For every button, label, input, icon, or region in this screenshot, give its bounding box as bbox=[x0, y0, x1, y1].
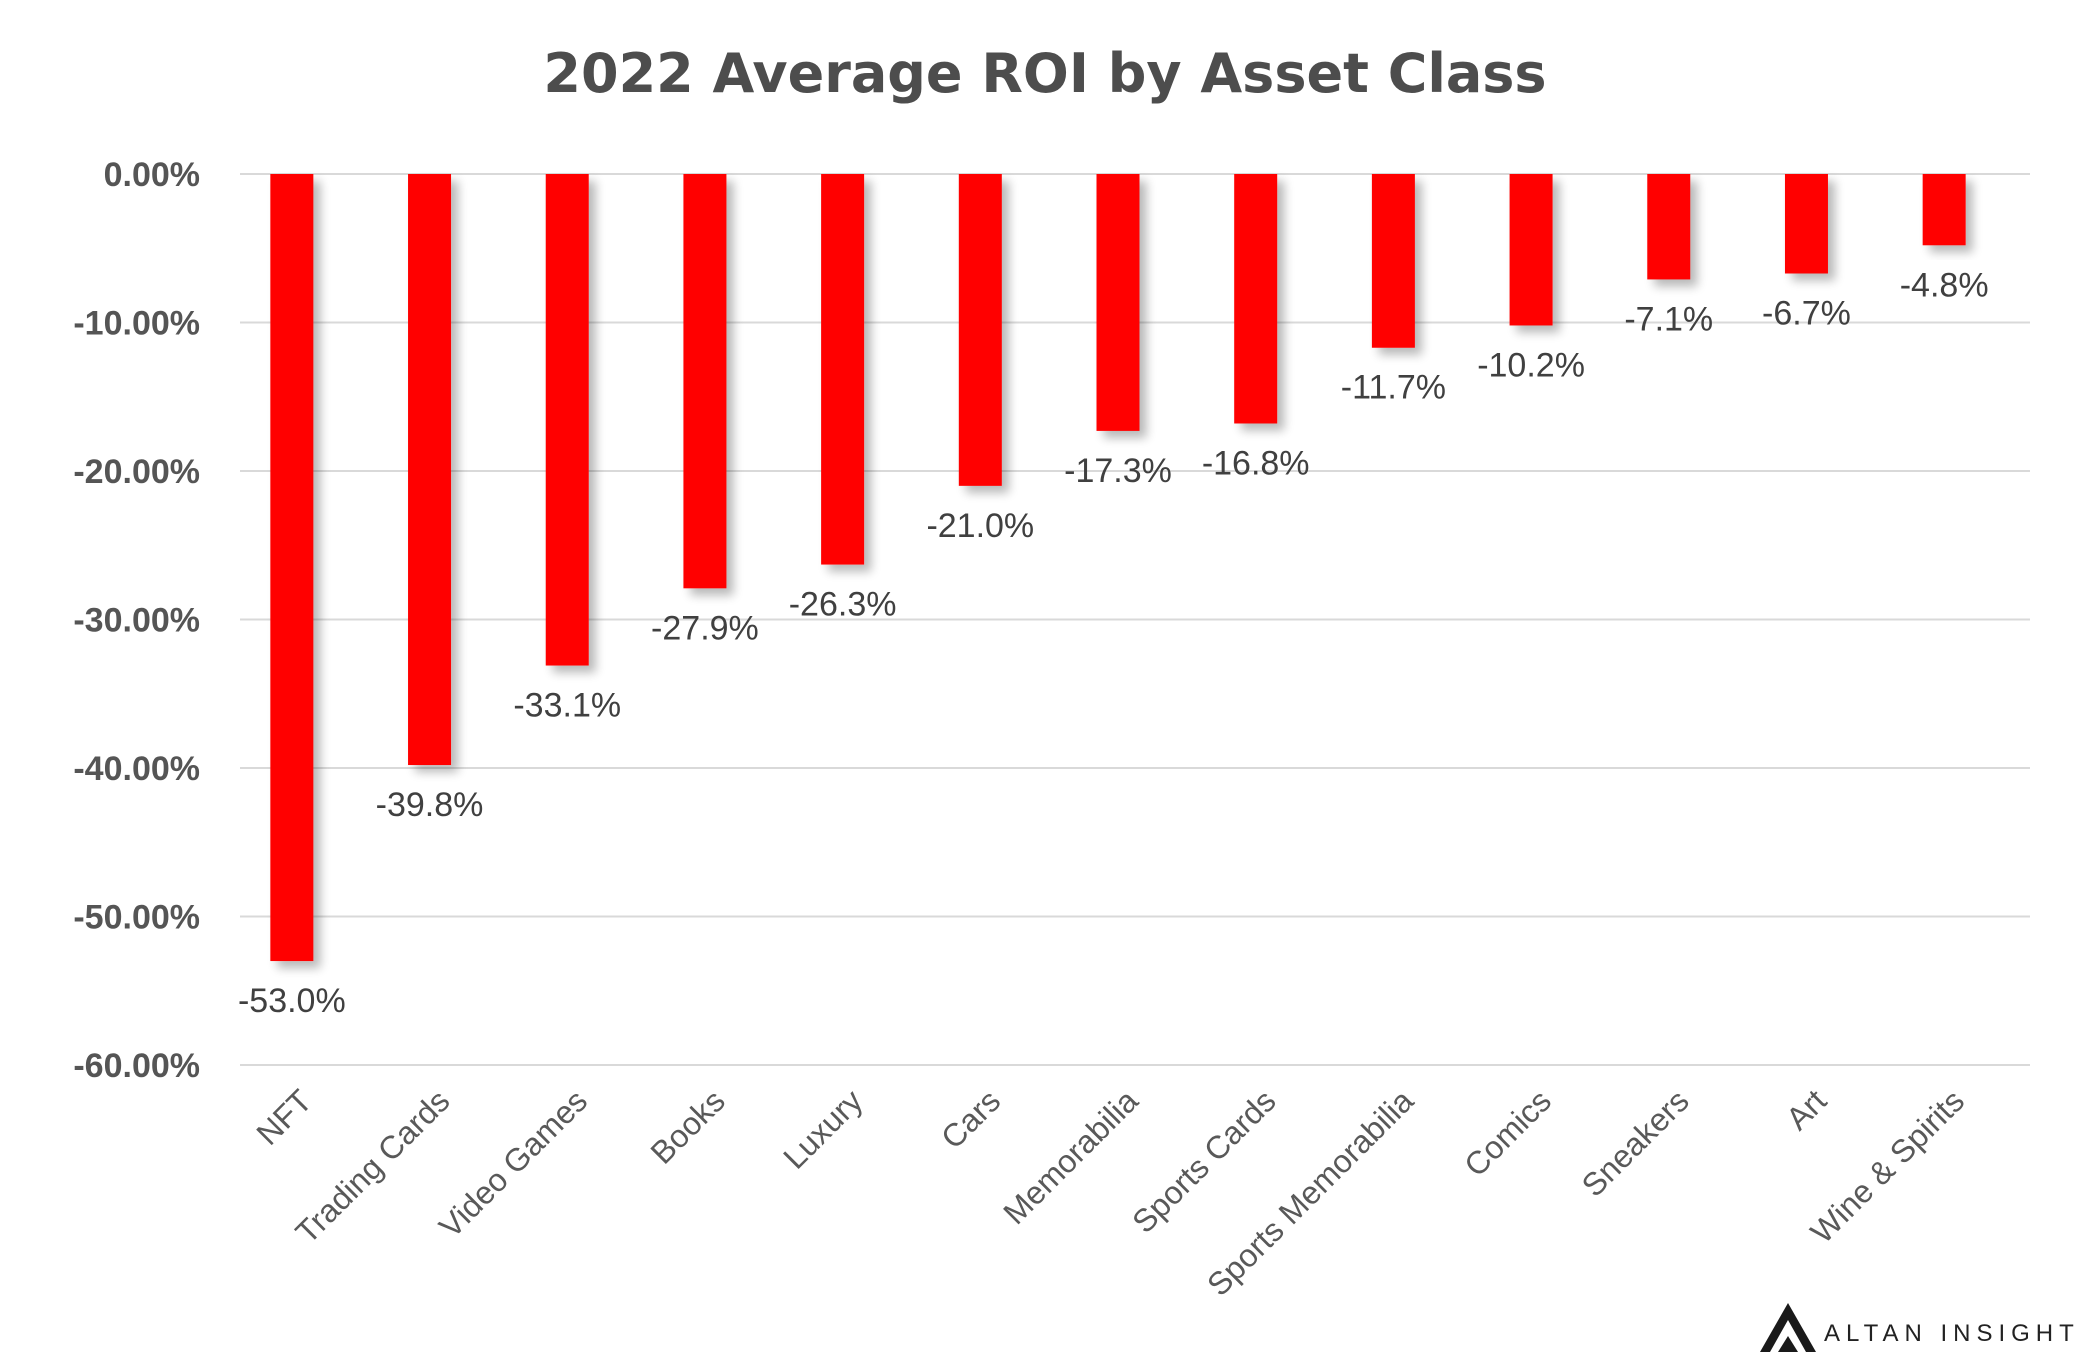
category-label: NFT bbox=[249, 1082, 318, 1151]
data-label: -53.0% bbox=[238, 982, 346, 1020]
chart-title: 2022 Average ROI by Asset Class bbox=[543, 42, 1546, 105]
bar bbox=[270, 174, 314, 962]
bar bbox=[1647, 174, 1691, 280]
bars bbox=[270, 174, 1966, 962]
category-label: Cars bbox=[934, 1082, 1007, 1155]
category-label: Sneakers bbox=[1575, 1082, 1696, 1203]
data-label: -17.3% bbox=[1064, 452, 1172, 490]
y-tick-label: -50.00% bbox=[73, 899, 200, 937]
y-tick-label: -30.00% bbox=[73, 602, 200, 640]
y-tick-label: -60.00% bbox=[73, 1047, 200, 1085]
bar bbox=[408, 174, 452, 766]
y-tick-label: -40.00% bbox=[73, 750, 200, 788]
bar bbox=[545, 174, 589, 666]
category-label: Luxury bbox=[776, 1082, 869, 1175]
data-label: -33.1% bbox=[513, 687, 621, 725]
data-label: -4.8% bbox=[1900, 266, 1989, 304]
data-label: -16.8% bbox=[1202, 444, 1310, 482]
data-label: -6.7% bbox=[1762, 294, 1851, 332]
bar bbox=[1922, 174, 1966, 246]
category-label: Memorabilia bbox=[996, 1082, 1145, 1231]
category-label: Books bbox=[644, 1082, 732, 1170]
bar bbox=[821, 174, 865, 565]
y-tick-label: -10.00% bbox=[73, 305, 200, 343]
data-labels: -53.0% -39.8% -33.1% -27.9% -26.3% -21.0% -17.… bbox=[238, 266, 1989, 1020]
y-tick-label: -20.00% bbox=[73, 453, 200, 491]
bar bbox=[683, 174, 727, 589]
bar bbox=[1784, 174, 1828, 274]
data-label: -27.9% bbox=[651, 609, 759, 647]
category-label: Art bbox=[1779, 1082, 1833, 1136]
y-tick-label: 0.00% bbox=[104, 156, 200, 194]
brand-name: ALTAN INSIGHTS bbox=[1824, 1320, 2079, 1347]
data-label: -39.8% bbox=[376, 786, 484, 824]
data-label: -10.2% bbox=[1477, 346, 1585, 384]
bar bbox=[958, 174, 1002, 486]
mountain-peak-icon bbox=[1760, 1303, 1816, 1352]
bar bbox=[1096, 174, 1140, 431]
data-label: -26.3% bbox=[789, 586, 897, 624]
data-label: -7.1% bbox=[1624, 300, 1713, 338]
bar bbox=[1509, 174, 1553, 326]
category-label: Video Games bbox=[432, 1082, 594, 1244]
bar bbox=[1371, 174, 1415, 348]
category-label: Comics bbox=[1457, 1082, 1558, 1183]
data-label: -21.0% bbox=[926, 507, 1034, 545]
bar bbox=[1234, 174, 1278, 424]
y-axis-tick-labels: 0.00% -10.00% -20.00% -30.00% -40.00% -50.00%… bbox=[73, 156, 200, 1085]
gridlines bbox=[240, 173, 2030, 1066]
category-label: Sports Cards bbox=[1125, 1082, 1282, 1239]
data-label: -11.7% bbox=[1341, 369, 1446, 407]
brand-logo: ALTAN INSIGHTS bbox=[1760, 1303, 2079, 1352]
